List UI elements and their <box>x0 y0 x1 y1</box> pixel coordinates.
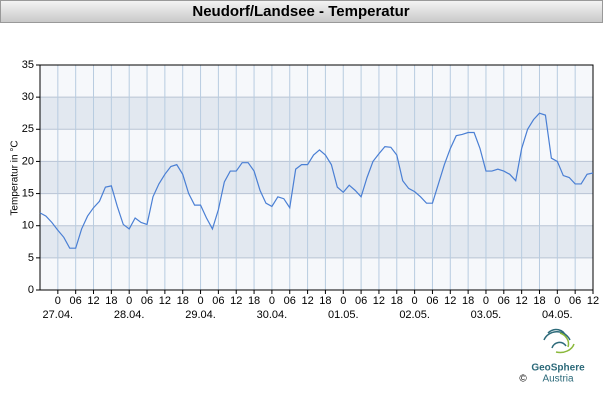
x-tick-label: 18 <box>105 295 117 307</box>
x-tick-label: 06 <box>284 295 296 307</box>
logo: GeoSphere Austria © <box>519 328 585 385</box>
x-tick-label: 0 <box>126 295 132 307</box>
date-label: 30.04. <box>257 309 288 321</box>
y-axis-label: Temperatur in °C <box>10 140 21 215</box>
x-tick-label: 18 <box>248 295 260 307</box>
plot-frame <box>39 64 594 291</box>
date-label: 03.05. <box>471 309 502 321</box>
y-tick-label: 25 <box>22 123 34 135</box>
x-tick-label: 18 <box>391 295 403 307</box>
y-tick-label: 0 <box>28 284 34 296</box>
x-tick-label: 06 <box>498 295 510 307</box>
x-tick-label: 0 <box>340 295 346 307</box>
date-label: 01.05. <box>328 309 359 321</box>
date-label: 27.04. <box>43 309 74 321</box>
x-tick-label: 12 <box>87 295 99 307</box>
date-label: 04.05. <box>542 309 573 321</box>
x-tick-label: 12 <box>230 295 242 307</box>
x-tick-label: 06 <box>569 295 581 307</box>
y-tick-label: 35 <box>22 59 34 71</box>
x-tick-label: 0 <box>483 295 489 307</box>
x-tick-label: 18 <box>462 295 474 307</box>
grid-band <box>40 225 593 258</box>
y-tick-label: 5 <box>28 252 34 264</box>
x-tick-label: 0 <box>554 295 560 307</box>
y-tick-label: 15 <box>22 187 34 199</box>
x-tick-label: 18 <box>533 295 545 307</box>
logo-name: GeoSphere <box>531 363 585 374</box>
y-tick-label: 20 <box>22 155 34 167</box>
x-tick-label: 0 <box>412 295 418 307</box>
x-tick-label: 12 <box>373 295 385 307</box>
y-tick-label: 30 <box>22 91 34 103</box>
x-tick-label: 12 <box>587 295 599 307</box>
x-tick-label: 06 <box>355 295 367 307</box>
x-tick-label: 18 <box>177 295 189 307</box>
x-tick-label: 06 <box>141 295 153 307</box>
x-tick-label: 18 <box>319 295 331 307</box>
x-tick-label: 12 <box>516 295 528 307</box>
chart-title: Neudorf/Landsee - Temperatur <box>192 3 409 20</box>
grid-band <box>40 161 593 194</box>
x-tick-label: 06 <box>70 295 82 307</box>
x-tick-label: 06 <box>212 295 224 307</box>
x-tick-label: 0 <box>269 295 275 307</box>
x-tick-label: 12 <box>301 295 313 307</box>
y-tick-label: 10 <box>22 220 34 232</box>
x-tick-label: 06 <box>426 295 438 307</box>
x-tick-label: 12 <box>159 295 171 307</box>
x-tick-label: 12 <box>444 295 456 307</box>
grid-band <box>40 97 593 130</box>
date-label: 29.04. <box>185 309 216 321</box>
date-label: 02.05. <box>399 309 430 321</box>
copyright: © <box>519 374 527 385</box>
x-tick-label: 0 <box>55 295 61 307</box>
temperature-line <box>39 112 594 249</box>
x-tick-label: 0 <box>197 295 203 307</box>
logo-name: Austria <box>542 374 574 385</box>
date-label: 28.04. <box>114 309 145 321</box>
